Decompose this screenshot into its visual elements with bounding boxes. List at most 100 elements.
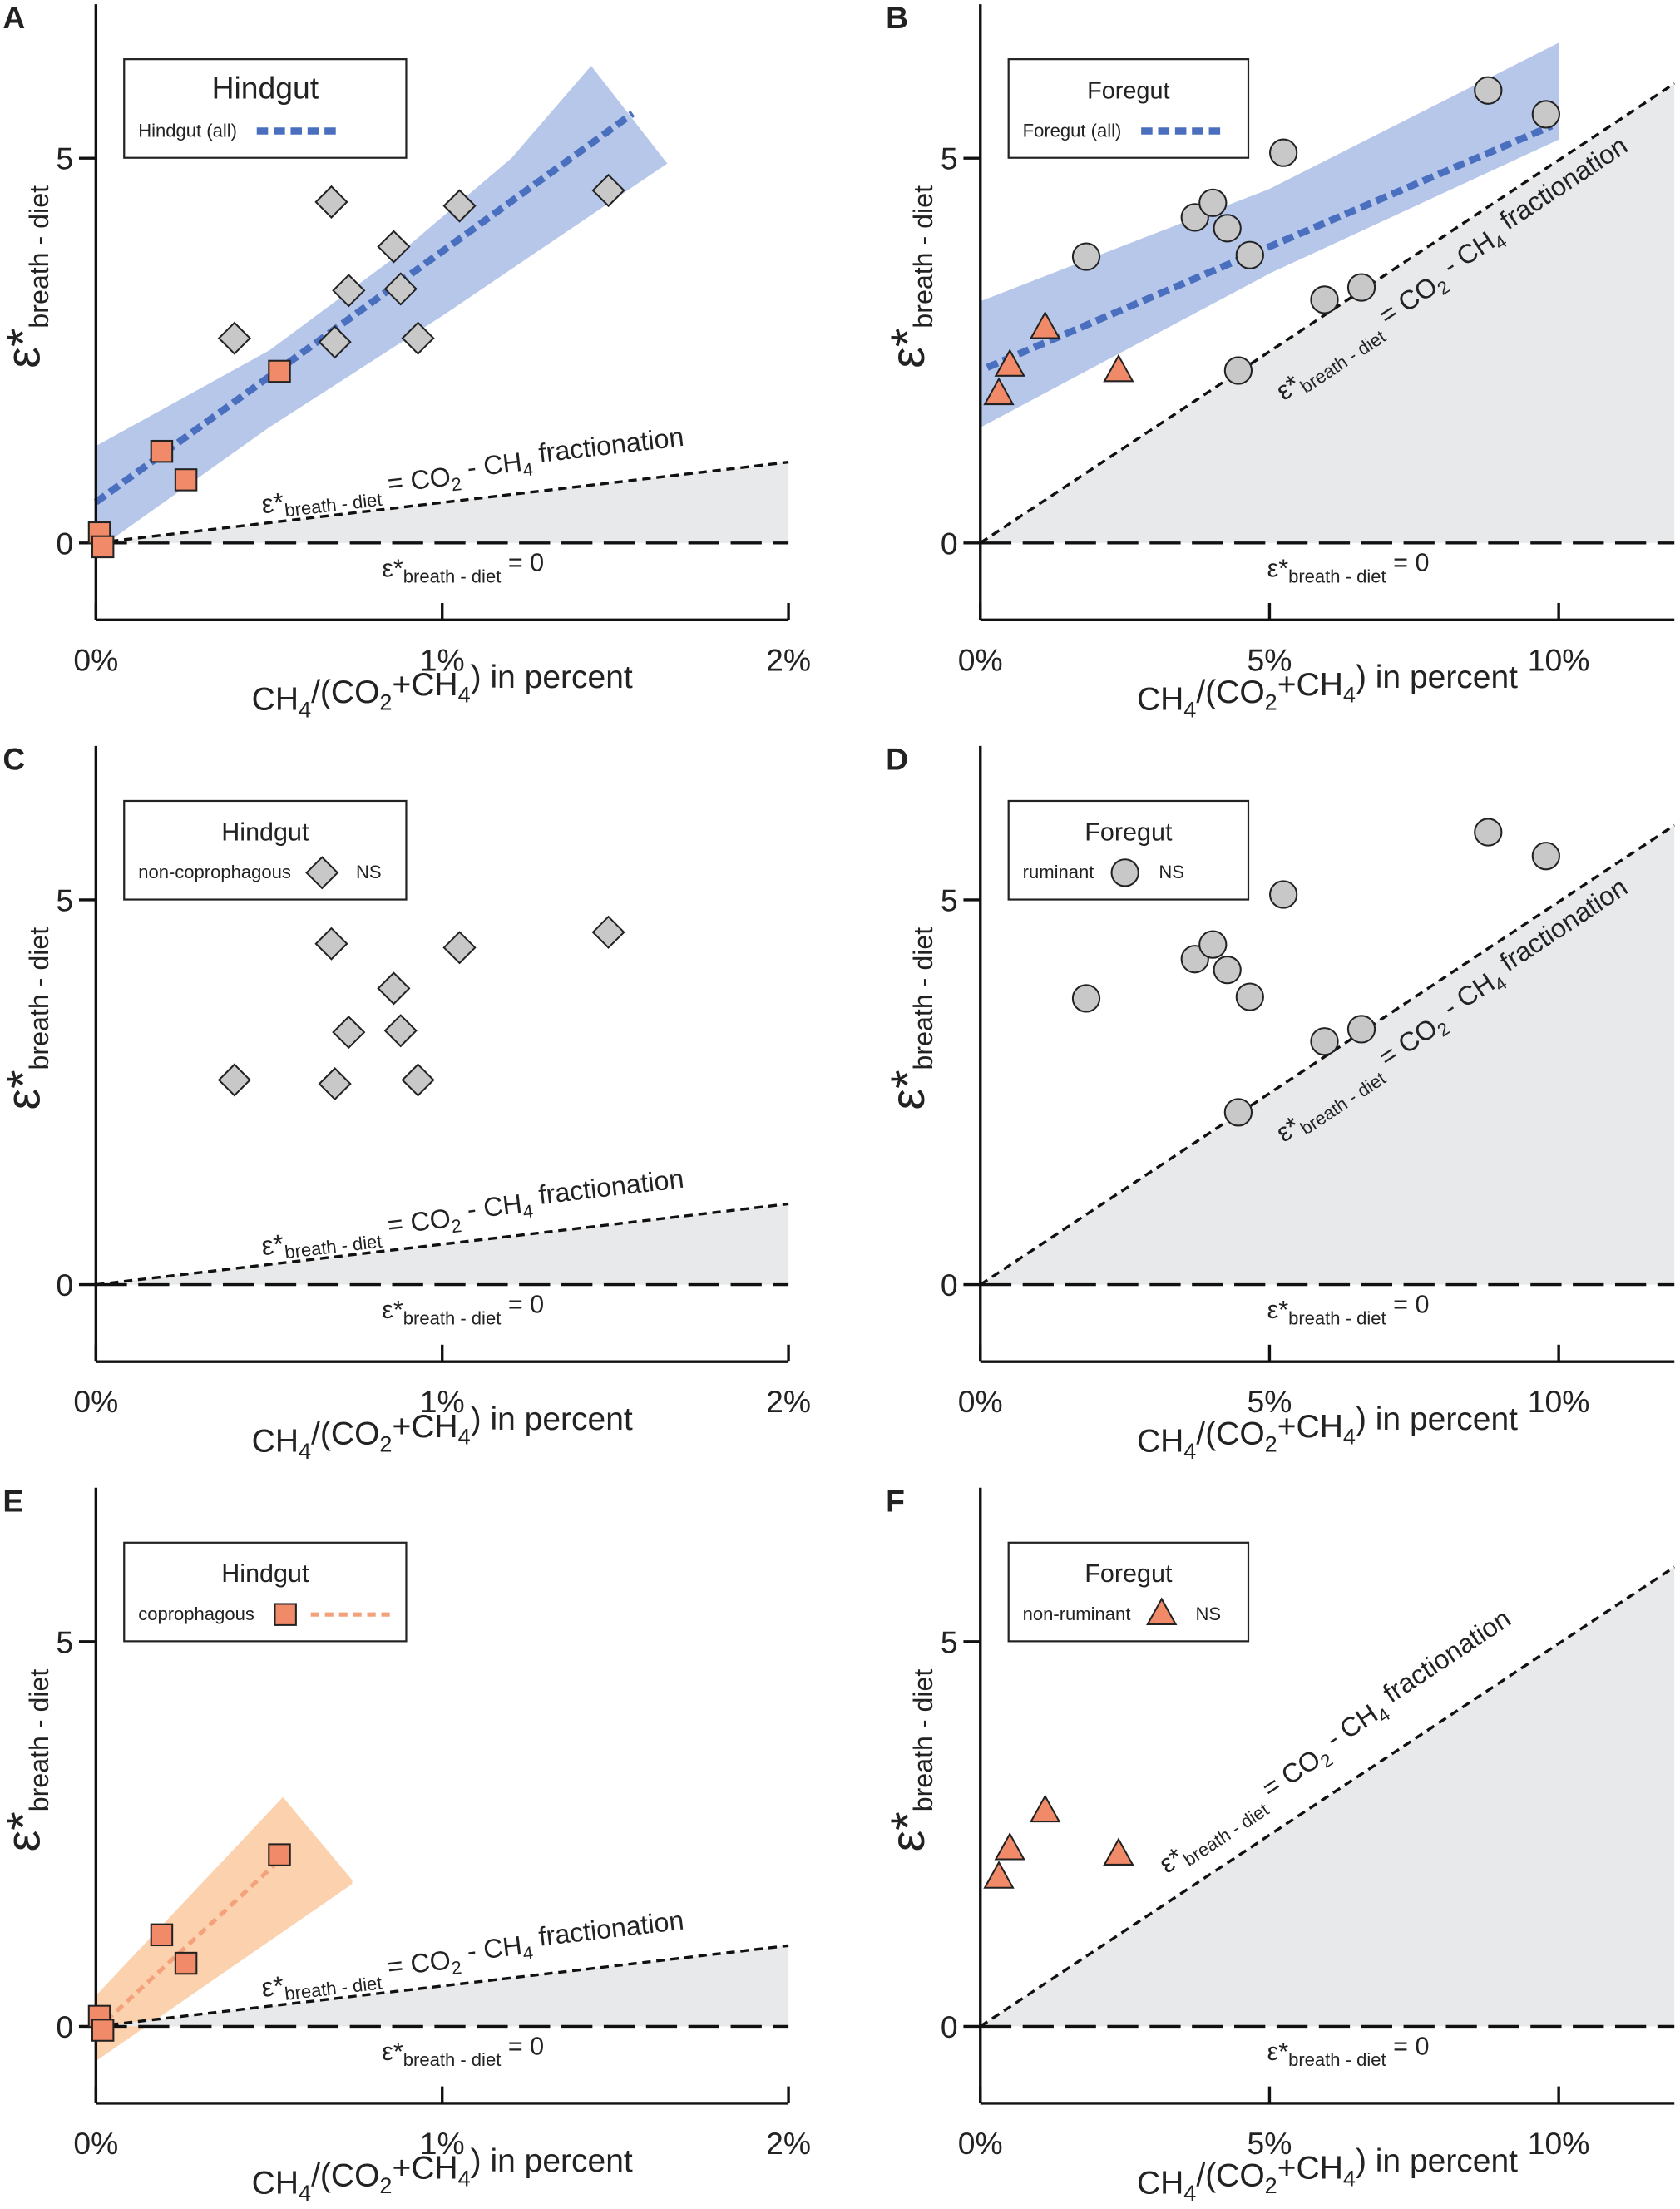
subscript: 4 [299,1438,311,1464]
y-tick-label: 0 [941,1268,958,1302]
diamond-point [217,1063,251,1097]
text-run: ε* [259,1228,285,1261]
x-axis-title: CH4/(CO2+CH4) in percent [252,660,633,722]
circle-point [1110,858,1139,887]
legend-entry: Foregut (all) [1023,120,1122,141]
diamond-point [217,321,251,355]
triangle-point [1029,1794,1061,1823]
subscript: breath - diet [908,927,938,1070]
circle-point [1346,1015,1376,1044]
subscript: breath - diet [403,2049,502,2070]
circle-point [1213,956,1242,985]
square-point [91,2019,115,2042]
square-point [268,359,291,383]
circle-point [1531,842,1560,871]
text-run: /(CO [1196,2158,1264,2194]
circle-point [1223,356,1253,385]
diamond-point [332,274,366,308]
diamond-point [401,1063,435,1097]
subscript: breath - diet [908,185,938,329]
x-tick-label: 0% [73,642,118,677]
text-run: ε* [259,487,285,519]
square-point [268,1843,291,1866]
x-tick-label: 0% [73,1384,118,1419]
square-point [174,468,198,492]
legend-note: NS [1159,862,1184,882]
subscript: 2 [450,473,462,495]
square-point [274,1603,297,1626]
text-run: = CO [1250,1743,1326,1807]
x-tick-label: 0% [958,2126,1003,2161]
subscript: 2 [379,1431,392,1456]
text-run: ε* [0,1811,50,1851]
diamond-point [377,230,411,264]
subscript: breath - diet [24,185,54,329]
text-run: ) in percent [1356,660,1518,695]
diamond-point [314,927,348,961]
legend-entry: ruminant [1023,862,1094,882]
text-run: = CO [378,462,452,500]
subscript: 4 [1183,2180,1196,2206]
confidence-band [980,42,1559,427]
text-run: ε* [382,2038,403,2066]
fit-line [986,122,1554,371]
diamond-point [442,931,477,965]
x-tick-label: 1% [420,1384,465,1419]
subscript: 4 [299,696,311,722]
circle-point [1071,242,1101,271]
subscript: breath - diet [908,1669,938,1812]
subscript: 4 [521,1942,534,1964]
diamond-point [383,1014,418,1048]
text-run: fractionation [530,1164,685,1211]
x-tick-label: 5% [1247,2126,1292,2161]
text-run: /(CO [311,675,379,710]
triangle-point [983,1861,1015,1889]
text-run: CH [252,682,299,718]
text-run: CH [1137,1424,1183,1460]
text-run: ε* [882,1811,935,1851]
circle-point [1346,273,1376,302]
confidence-band [96,66,668,551]
panel-label: F [886,1484,905,1519]
diamond-point [318,325,352,359]
text-run: +CH [392,2151,457,2187]
text-run: ε* [382,1296,403,1324]
legend-title: Hindgut [212,71,319,106]
circle-point [1071,984,1101,1013]
legend-entry: non-coprophagous [138,862,291,882]
text-run: ε* [1267,1296,1289,1324]
y-tick-label: 5 [56,1624,73,1659]
y-axis-title: ε*breath - diet [0,185,54,368]
circle-point [1223,1098,1253,1127]
y-tick-label: 5 [56,141,73,176]
subscript: 4 [521,459,534,481]
text-run: ) in percent [1356,1401,1518,1437]
y-axis-title: ε*breath - diet [0,1669,54,1852]
y-tick-label: 5 [941,883,958,918]
x-axis-title: CH4/(CO2+CH4) in percent [1137,1401,1518,1464]
circle-point [1235,240,1264,269]
diamond-point [332,1016,366,1050]
circle-point [1474,76,1503,105]
text-run: fractionation [530,1905,685,1953]
triangle-point [994,348,1025,377]
text-run: ε* [0,329,50,368]
text-run: /(CO [1196,675,1264,710]
x-tick-label: 2% [766,642,811,677]
zero-label: ε*breath - diet = 0 [382,2032,544,2070]
y-tick-label: 5 [941,1624,958,1659]
diamond-point [305,856,339,890]
triangle-point [1103,353,1134,383]
triangle-point [983,377,1015,406]
subscript: 2 [1265,1431,1277,1456]
text-run: - CH [1314,1698,1383,1757]
circle-point [1531,100,1560,129]
fractionation-line [96,460,789,545]
circle-point [1198,188,1228,217]
triangle-point [1146,1597,1178,1626]
zero-label: ε*breath - diet = 0 [382,1291,544,1329]
y-axis-title: ε*breath - diet [0,927,54,1110]
diamond-point [318,1067,352,1101]
x-tick-label: 0% [958,1384,1003,1419]
